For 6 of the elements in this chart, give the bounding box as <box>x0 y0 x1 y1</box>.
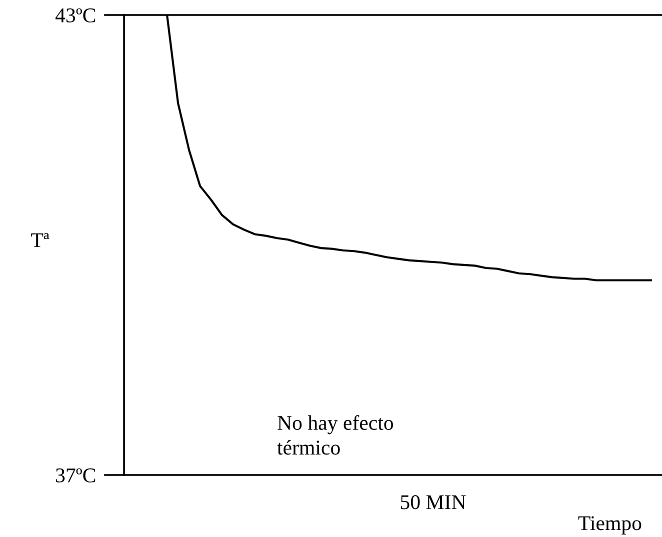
y-axis-title: Tª <box>31 233 50 248</box>
annotation: No hay efecto térmico <box>277 415 394 455</box>
x-axis-title: Tiempo <box>578 516 642 534</box>
y-tick-label: 37ºC <box>56 468 96 482</box>
text: 50 MIN <box>400 495 466 510</box>
y-tick-label: 43ºC <box>55 8 96 22</box>
